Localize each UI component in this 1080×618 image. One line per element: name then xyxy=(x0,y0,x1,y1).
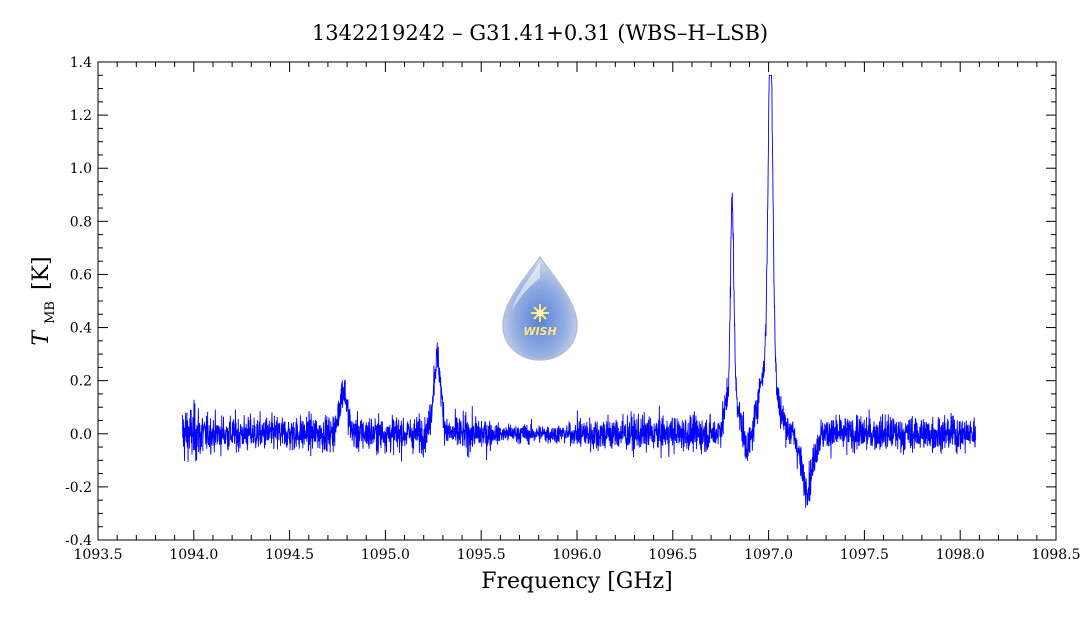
y-axis-label-main: T xyxy=(29,329,54,346)
y-tick-label: -0.4 xyxy=(65,533,92,549)
y-tick-label: 1.4 xyxy=(70,55,92,71)
x-tick-label: 1093.5 xyxy=(74,547,123,563)
y-axis-label: T MB [K] xyxy=(29,256,60,345)
x-tick-label: 1094.5 xyxy=(265,547,314,563)
y-tick-label: 1.0 xyxy=(70,161,92,177)
x-tick-label: 1098.5 xyxy=(1032,547,1080,563)
x-tick-label: 1097.5 xyxy=(840,547,889,563)
svg-text:T MB [K]: T MB [K] xyxy=(29,256,60,345)
logo-text: WISH xyxy=(523,325,556,338)
x-tick-label: 1098.0 xyxy=(936,547,985,563)
wish-logo: WISH xyxy=(502,255,578,361)
y-tick-label: 0.2 xyxy=(70,374,92,390)
spectrum-series-line xyxy=(181,74,976,508)
y-tick-label: 0.8 xyxy=(70,214,92,230)
x-tick-label: 1095.0 xyxy=(361,547,410,563)
x-tick-label: 1097.0 xyxy=(744,547,793,563)
y-axis-label-sub: MB xyxy=(43,301,58,324)
y-ticks: -0.4 -0.2 0.0 0.2 0.4 0.6 0.8 1.0 1.2 1.4 xyxy=(65,55,1056,549)
x-tick-label: 1096.5 xyxy=(648,547,697,563)
y-tick-label: 0.4 xyxy=(70,321,92,337)
chart-title: 1342219242 – G31.41+0.31 (WBS–H–LSB) xyxy=(312,21,768,45)
plot-frame xyxy=(97,61,1057,541)
x-tick-label: 1094.0 xyxy=(169,547,218,563)
y-axis-label-unit: [K] xyxy=(29,256,54,290)
y-tick-label: -0.2 xyxy=(65,480,92,496)
x-tick-label: 1096.0 xyxy=(553,547,602,563)
x-axis-label: Frequency [GHz] xyxy=(481,569,673,594)
x-tick-label: 1095.5 xyxy=(457,547,506,563)
x-ticks: 1093.5 1094.0 1094.5 1095.0 1095.5 1096.0 1096… xyxy=(74,62,1080,563)
y-tick-label: 1.2 xyxy=(70,108,92,124)
y-tick-label: 0.0 xyxy=(70,427,92,443)
y-tick-label: 0.6 xyxy=(70,267,92,283)
